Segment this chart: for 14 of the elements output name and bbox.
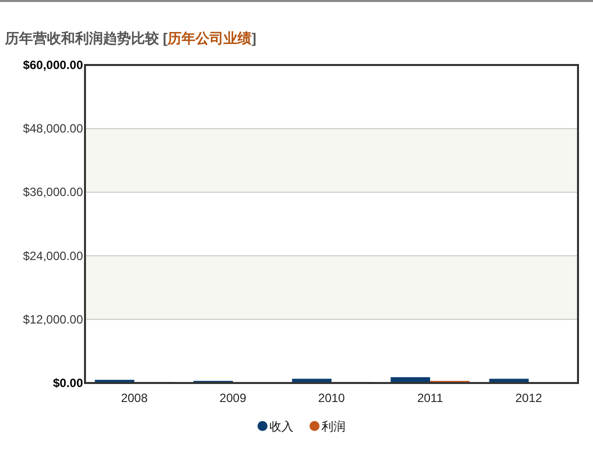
y-tick-label: $48,000.00 [22,122,84,136]
x-tick-label: 2008 [120,391,148,405]
title: 历年营收和利润趋势比较 [历年公司业绩] [5,30,256,46]
legend-label: 利润 [322,420,346,434]
legend-label: 收入 [270,420,294,434]
x-tick-label: 2011 [417,391,444,405]
y-tick-label: $12,000.00 [22,312,84,326]
y-tick-label: $60,000.00 [22,58,84,72]
x-tick-label: 2009 [220,391,247,405]
x-tick-label: 2012 [515,391,542,405]
y-tick-label: $0.00 [52,376,84,390]
y-tick-label: $24,000.00 [22,248,84,263]
y-tick-label: $36,000.00 [22,185,84,200]
x-tick-label: 2010 [318,391,346,405]
